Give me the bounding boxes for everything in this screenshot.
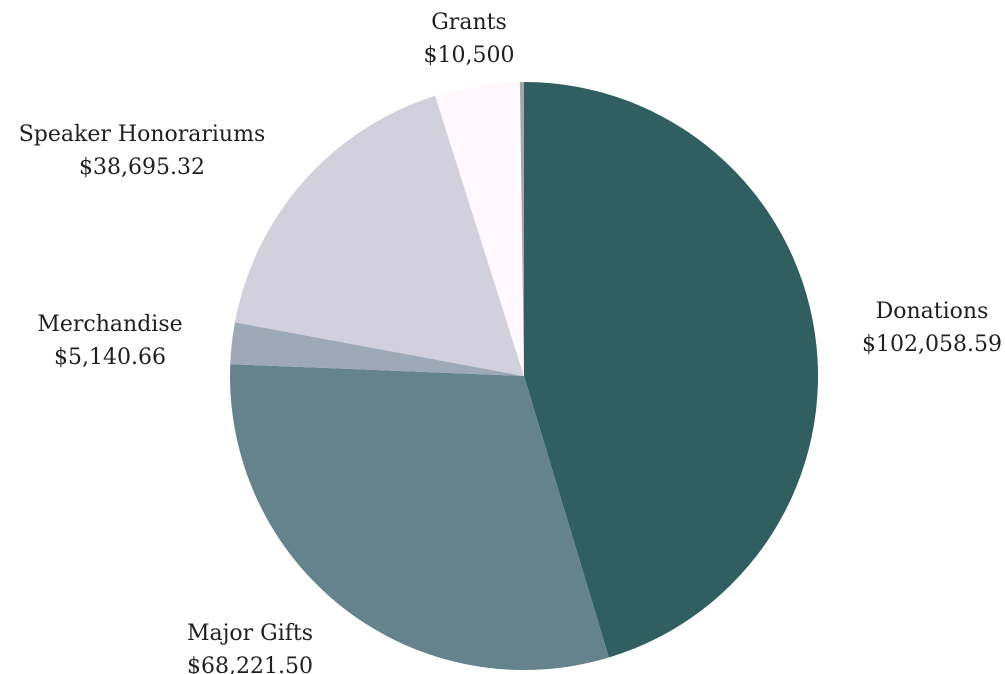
pie-labels: Donations $102,058.59 Major Gifts $68,221.5… <box>19 10 1002 674</box>
slice-label-major-gifts: Major Gifts <box>187 621 313 646</box>
slice-label-merchandise: Merchandise <box>37 312 182 337</box>
slice-value-major-gifts: $68,221.50 <box>187 654 313 674</box>
slice-label-donations: Donations <box>876 299 989 324</box>
pie-slice-major-gifts <box>230 364 609 671</box>
slice-label-speaker-honorariums: Speaker Honorariums <box>19 122 266 147</box>
slice-label-grants: Grants <box>431 10 507 35</box>
pie-slice-grants <box>435 82 524 376</box>
pie-slice-merchandise <box>230 322 525 376</box>
pie-slice-other <box>519 82 524 376</box>
slice-value-merchandise: $5,140.66 <box>54 345 166 370</box>
pie-slices <box>230 82 819 671</box>
slice-value-grants: $10,500 <box>424 43 515 68</box>
slice-value-speaker-honorariums: $38,695.32 <box>79 155 205 180</box>
pie-slice-speaker-honorariums <box>234 95 524 376</box>
pie-slice-donations <box>524 82 819 658</box>
slice-value-donations: $102,058.59 <box>862 332 1002 357</box>
